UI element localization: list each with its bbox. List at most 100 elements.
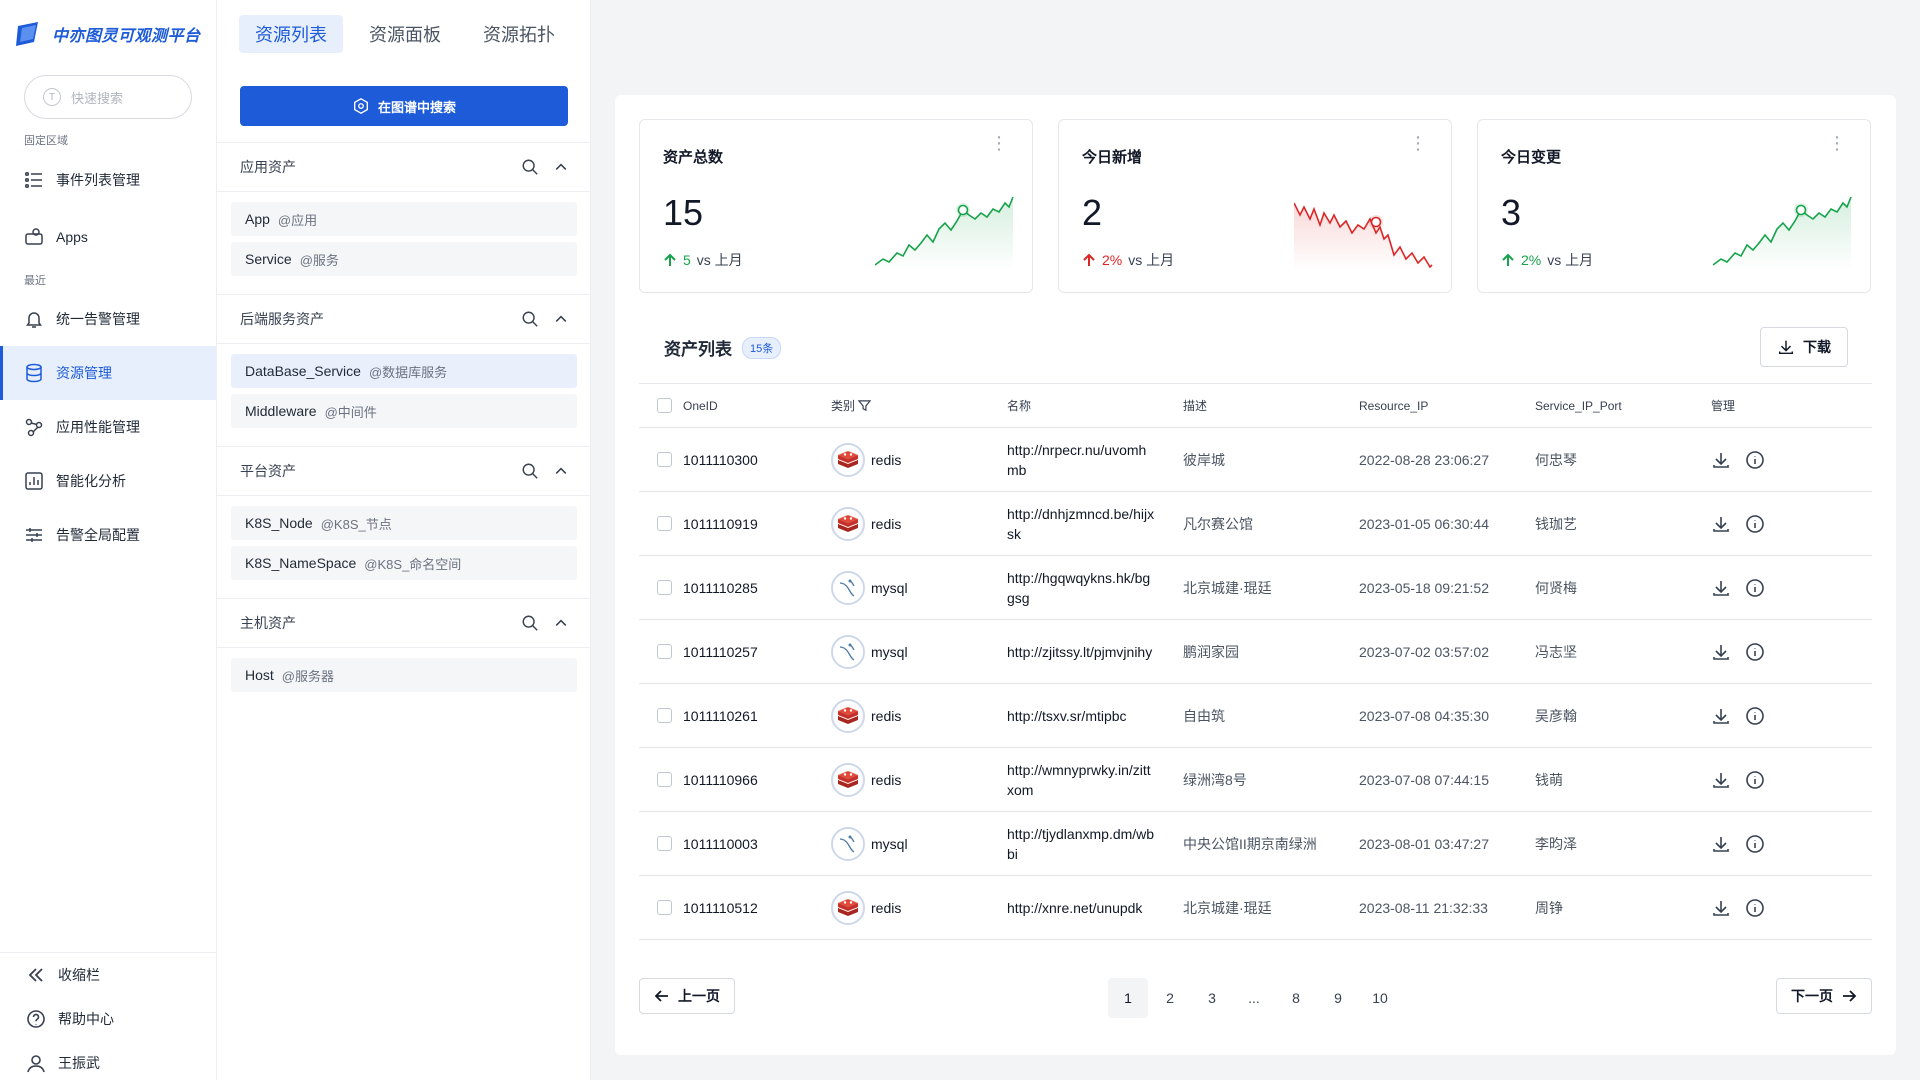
- prev-page-button[interactable]: 上一页: [639, 978, 735, 1014]
- table-row[interactable]: 1011110919 redis http://dnhjzmncd.be/hijxs…: [639, 491, 1872, 556]
- table-row[interactable]: 1011110512 redis http://xnre.net/unupdk 北京城…: [639, 875, 1872, 940]
- info-icon[interactable]: [1745, 898, 1765, 918]
- resource-url[interactable]: http://dnhjzmncd.be/hijxsk: [1007, 505, 1155, 542]
- page-10[interactable]: 10: [1372, 990, 1388, 1006]
- chevron-up-icon[interactable]: [553, 311, 569, 327]
- sidebar-item-apm[interactable]: 应用性能管理: [0, 400, 216, 454]
- search-in-graph-button[interactable]: 在图谱中搜索: [240, 86, 568, 126]
- brand-logo[interactable]: 中亦图灵可观测平台: [12, 18, 201, 50]
- col-name[interactable]: 名称: [1007, 383, 1183, 428]
- search-icon[interactable]: [521, 462, 539, 480]
- page-3[interactable]: 3: [1208, 990, 1216, 1006]
- resource-url[interactable]: http://tsxv.sr/mtipbc: [1007, 707, 1127, 724]
- list-item-k8s-node[interactable]: K8S_Node @K8S_节点: [231, 506, 577, 540]
- download-icon[interactable]: [1711, 770, 1731, 790]
- row-checkbox[interactable]: [657, 900, 672, 915]
- list-item-k8s-namespace[interactable]: K8S_NameSpace @K8S_命名空间: [231, 546, 577, 580]
- info-icon[interactable]: [1745, 578, 1765, 598]
- group-header[interactable]: 主机资产: [217, 598, 591, 648]
- table-row[interactable]: 1011110261 redis http://tsxv.sr/mtipbc 自由筑 2…: [639, 683, 1872, 748]
- group-header[interactable]: 后端服务资产: [217, 294, 591, 344]
- select-all-checkbox[interactable]: [657, 398, 672, 413]
- list-item-database-service[interactable]: DataBase_Service @数据库服务: [231, 354, 577, 388]
- chevron-up-icon[interactable]: [553, 463, 569, 479]
- group-header[interactable]: 应用资产: [217, 142, 591, 192]
- download-icon[interactable]: [1711, 514, 1731, 534]
- sidebar-item-event-list[interactable]: 事件列表管理: [0, 153, 216, 207]
- tab-resource-topology[interactable]: 资源拓扑: [483, 25, 555, 45]
- resource-url[interactable]: http://wmnyprwky.in/zittxom: [1007, 761, 1151, 798]
- row-checkbox[interactable]: [657, 580, 672, 595]
- chevron-up-icon[interactable]: [553, 615, 569, 631]
- sidebar-item-alert-global-config[interactable]: 告警全局配置: [0, 508, 216, 562]
- row-checkbox[interactable]: [657, 836, 672, 851]
- page-2[interactable]: 2: [1166, 990, 1174, 1006]
- info-icon[interactable]: [1745, 514, 1765, 534]
- info-icon[interactable]: [1745, 770, 1765, 790]
- more-vertical-icon[interactable]: ⋮: [990, 133, 1008, 153]
- download-icon[interactable]: [1711, 642, 1731, 662]
- list-item-host[interactable]: Host @服务器: [231, 658, 577, 692]
- sidebar-item-intelligent-analysis[interactable]: 智能化分析: [0, 454, 216, 508]
- table-row[interactable]: 1011110966 redis http://wmnyprwky.in/zittx…: [639, 747, 1872, 812]
- resource-url[interactable]: http://zjitssy.lt/pjmvjnihy: [1007, 643, 1153, 660]
- resource-url[interactable]: http://xnre.net/unupdk: [1007, 899, 1143, 916]
- list-item-middleware[interactable]: Middleware @中间件: [231, 394, 577, 428]
- group-platform-assets: 平台资产 K8S_Node @K8S_节点 K8S_NameSpace @K8S_命…: [217, 446, 591, 596]
- sidebar-item-label: 资源管理: [56, 365, 112, 381]
- filter-icon[interactable]: [858, 399, 872, 412]
- resource-url[interactable]: http://hgqwqykns.hk/bggsg: [1007, 569, 1151, 606]
- col-resource-ip[interactable]: Resource_IP: [1359, 383, 1535, 428]
- table-row[interactable]: 1011110003 mysql http://tjydlanxmp.dm/wbbi…: [639, 811, 1872, 876]
- collapse-sidebar-button[interactable]: 收缩栏: [0, 953, 216, 997]
- sidebar-item-resource-management[interactable]: 资源管理: [0, 346, 216, 400]
- tab-resource-dashboard[interactable]: 资源面板: [369, 25, 441, 45]
- row-checkbox[interactable]: [657, 644, 672, 659]
- col-service-ip-port[interactable]: Service_IP_Port: [1535, 383, 1711, 428]
- user-profile[interactable]: 王振武: [0, 1041, 216, 1080]
- row-checkbox[interactable]: [657, 772, 672, 787]
- col-oneid[interactable]: OneID: [683, 383, 831, 428]
- sidebar-item-label: 告警全局配置: [56, 527, 140, 543]
- table-row[interactable]: 1011110257 mysql http://zjitssy.lt/pjmvjni…: [639, 619, 1872, 684]
- info-icon[interactable]: [1745, 706, 1765, 726]
- search-icon[interactable]: [521, 158, 539, 176]
- more-vertical-icon[interactable]: ⋮: [1409, 133, 1427, 153]
- info-icon[interactable]: [1745, 834, 1765, 854]
- row-checkbox[interactable]: [657, 516, 672, 531]
- row-checkbox[interactable]: [657, 708, 672, 723]
- download-button[interactable]: 下载: [1760, 327, 1848, 367]
- more-vertical-icon[interactable]: ⋮: [1828, 133, 1846, 153]
- search-icon[interactable]: [521, 614, 539, 632]
- row-checkbox[interactable]: [657, 452, 672, 467]
- info-icon[interactable]: [1745, 642, 1765, 662]
- table-row[interactable]: 1011110285 mysql http://hgqwqykns.hk/bggsg…: [639, 555, 1872, 620]
- page-1[interactable]: 1: [1108, 978, 1148, 1018]
- info-icon[interactable]: [1745, 450, 1765, 470]
- download-icon[interactable]: [1711, 706, 1731, 726]
- stat-delta: 2% vs 上月: [1082, 250, 1174, 270]
- sidebar-item-apps[interactable]: Apps: [0, 210, 216, 264]
- col-description[interactable]: 描述: [1183, 383, 1359, 428]
- download-icon[interactable]: [1711, 578, 1731, 598]
- search-icon[interactable]: [521, 310, 539, 328]
- list-item-app[interactable]: App @应用: [231, 202, 577, 236]
- sidebar-item-alert-management[interactable]: 统一告警管理: [0, 292, 216, 346]
- download-icon[interactable]: [1711, 898, 1731, 918]
- resource-url[interactable]: http://nrpecr.nu/uvomhmb: [1007, 441, 1147, 478]
- resource-url[interactable]: http://tjydlanxmp.dm/wbbi: [1007, 825, 1155, 862]
- page-8[interactable]: 8: [1292, 990, 1300, 1006]
- group-header[interactable]: 平台资产: [217, 446, 591, 496]
- chevron-up-icon[interactable]: [553, 159, 569, 175]
- help-center-link[interactable]: 帮助中心: [0, 997, 216, 1041]
- quick-search-input[interactable]: T 快速搜索: [24, 75, 192, 119]
- list-item-service[interactable]: Service @服务: [231, 242, 577, 276]
- page-9[interactable]: 9: [1334, 990, 1342, 1006]
- redis-icon: [831, 890, 865, 925]
- download-icon[interactable]: [1711, 450, 1731, 470]
- table-row[interactable]: 1011110300 redis http://nrpecr.nu/uvomhmb 彼…: [639, 427, 1872, 492]
- tab-resource-list[interactable]: 资源列表: [239, 15, 343, 53]
- download-icon[interactable]: [1711, 834, 1731, 854]
- next-page-button[interactable]: 下一页: [1776, 978, 1872, 1014]
- col-category[interactable]: 类别: [831, 383, 1007, 428]
